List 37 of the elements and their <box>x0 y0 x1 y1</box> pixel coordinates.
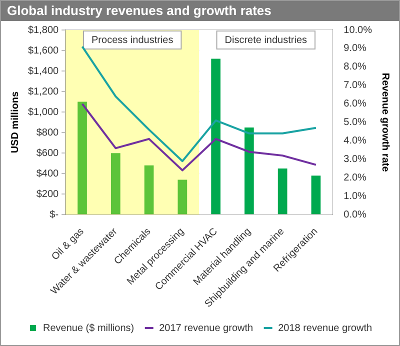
y2-tick-label: 3.0% <box>344 154 367 165</box>
y2-tick-label: 1.0% <box>344 190 367 202</box>
y-tick-label: $1,000 <box>28 106 60 118</box>
bar <box>178 180 188 214</box>
y2-tick-label: 7.0% <box>344 80 367 92</box>
bar <box>244 127 254 214</box>
y-tick-label: $1,600 <box>28 45 60 56</box>
bar <box>144 165 154 214</box>
legend-label: 2018 revenue growth <box>278 322 372 334</box>
y-tick-label: $800 <box>36 127 60 138</box>
y2-tick-label: 9.0% <box>344 43 367 54</box>
y-tick-label: $1,200 <box>28 86 60 98</box>
y-tick-label: $1,400 <box>28 66 60 77</box>
band-label: Discrete industries <box>224 34 308 46</box>
bar <box>311 176 321 214</box>
y2-tick-label: 8.0% <box>344 62 367 73</box>
y-tick-label: $1,800 <box>28 24 60 36</box>
band-label: Process industries <box>92 34 174 46</box>
y-tick-label: $200 <box>36 188 60 200</box>
y2-tick-label: 0.0% <box>344 209 367 220</box>
y-axis-title: USD millions <box>10 91 21 154</box>
y2-tick-label: 4.0% <box>344 136 367 147</box>
bar <box>278 168 288 214</box>
y-tick-label: $600 <box>36 148 60 159</box>
y2-tick-label: 2.0% <box>344 172 367 184</box>
bar <box>211 58 220 214</box>
y2-axis-title: Revenue growth rate <box>379 72 390 172</box>
legend-label: Revenue ($ millions) <box>42 322 134 334</box>
bar <box>78 102 87 214</box>
y-tick-label: $400 <box>36 168 60 180</box>
y2-tick-label: 10.0% <box>344 24 372 36</box>
y-tick-label: $- <box>50 209 59 220</box>
chart-title: Global industry revenues and growth rates <box>1 1 399 21</box>
bar <box>110 153 120 214</box>
legend-label: 2017 revenue growth <box>159 322 254 334</box>
y2-tick-label: 6.0% <box>344 98 367 110</box>
y2-tick-label: 5.0% <box>344 117 367 128</box>
